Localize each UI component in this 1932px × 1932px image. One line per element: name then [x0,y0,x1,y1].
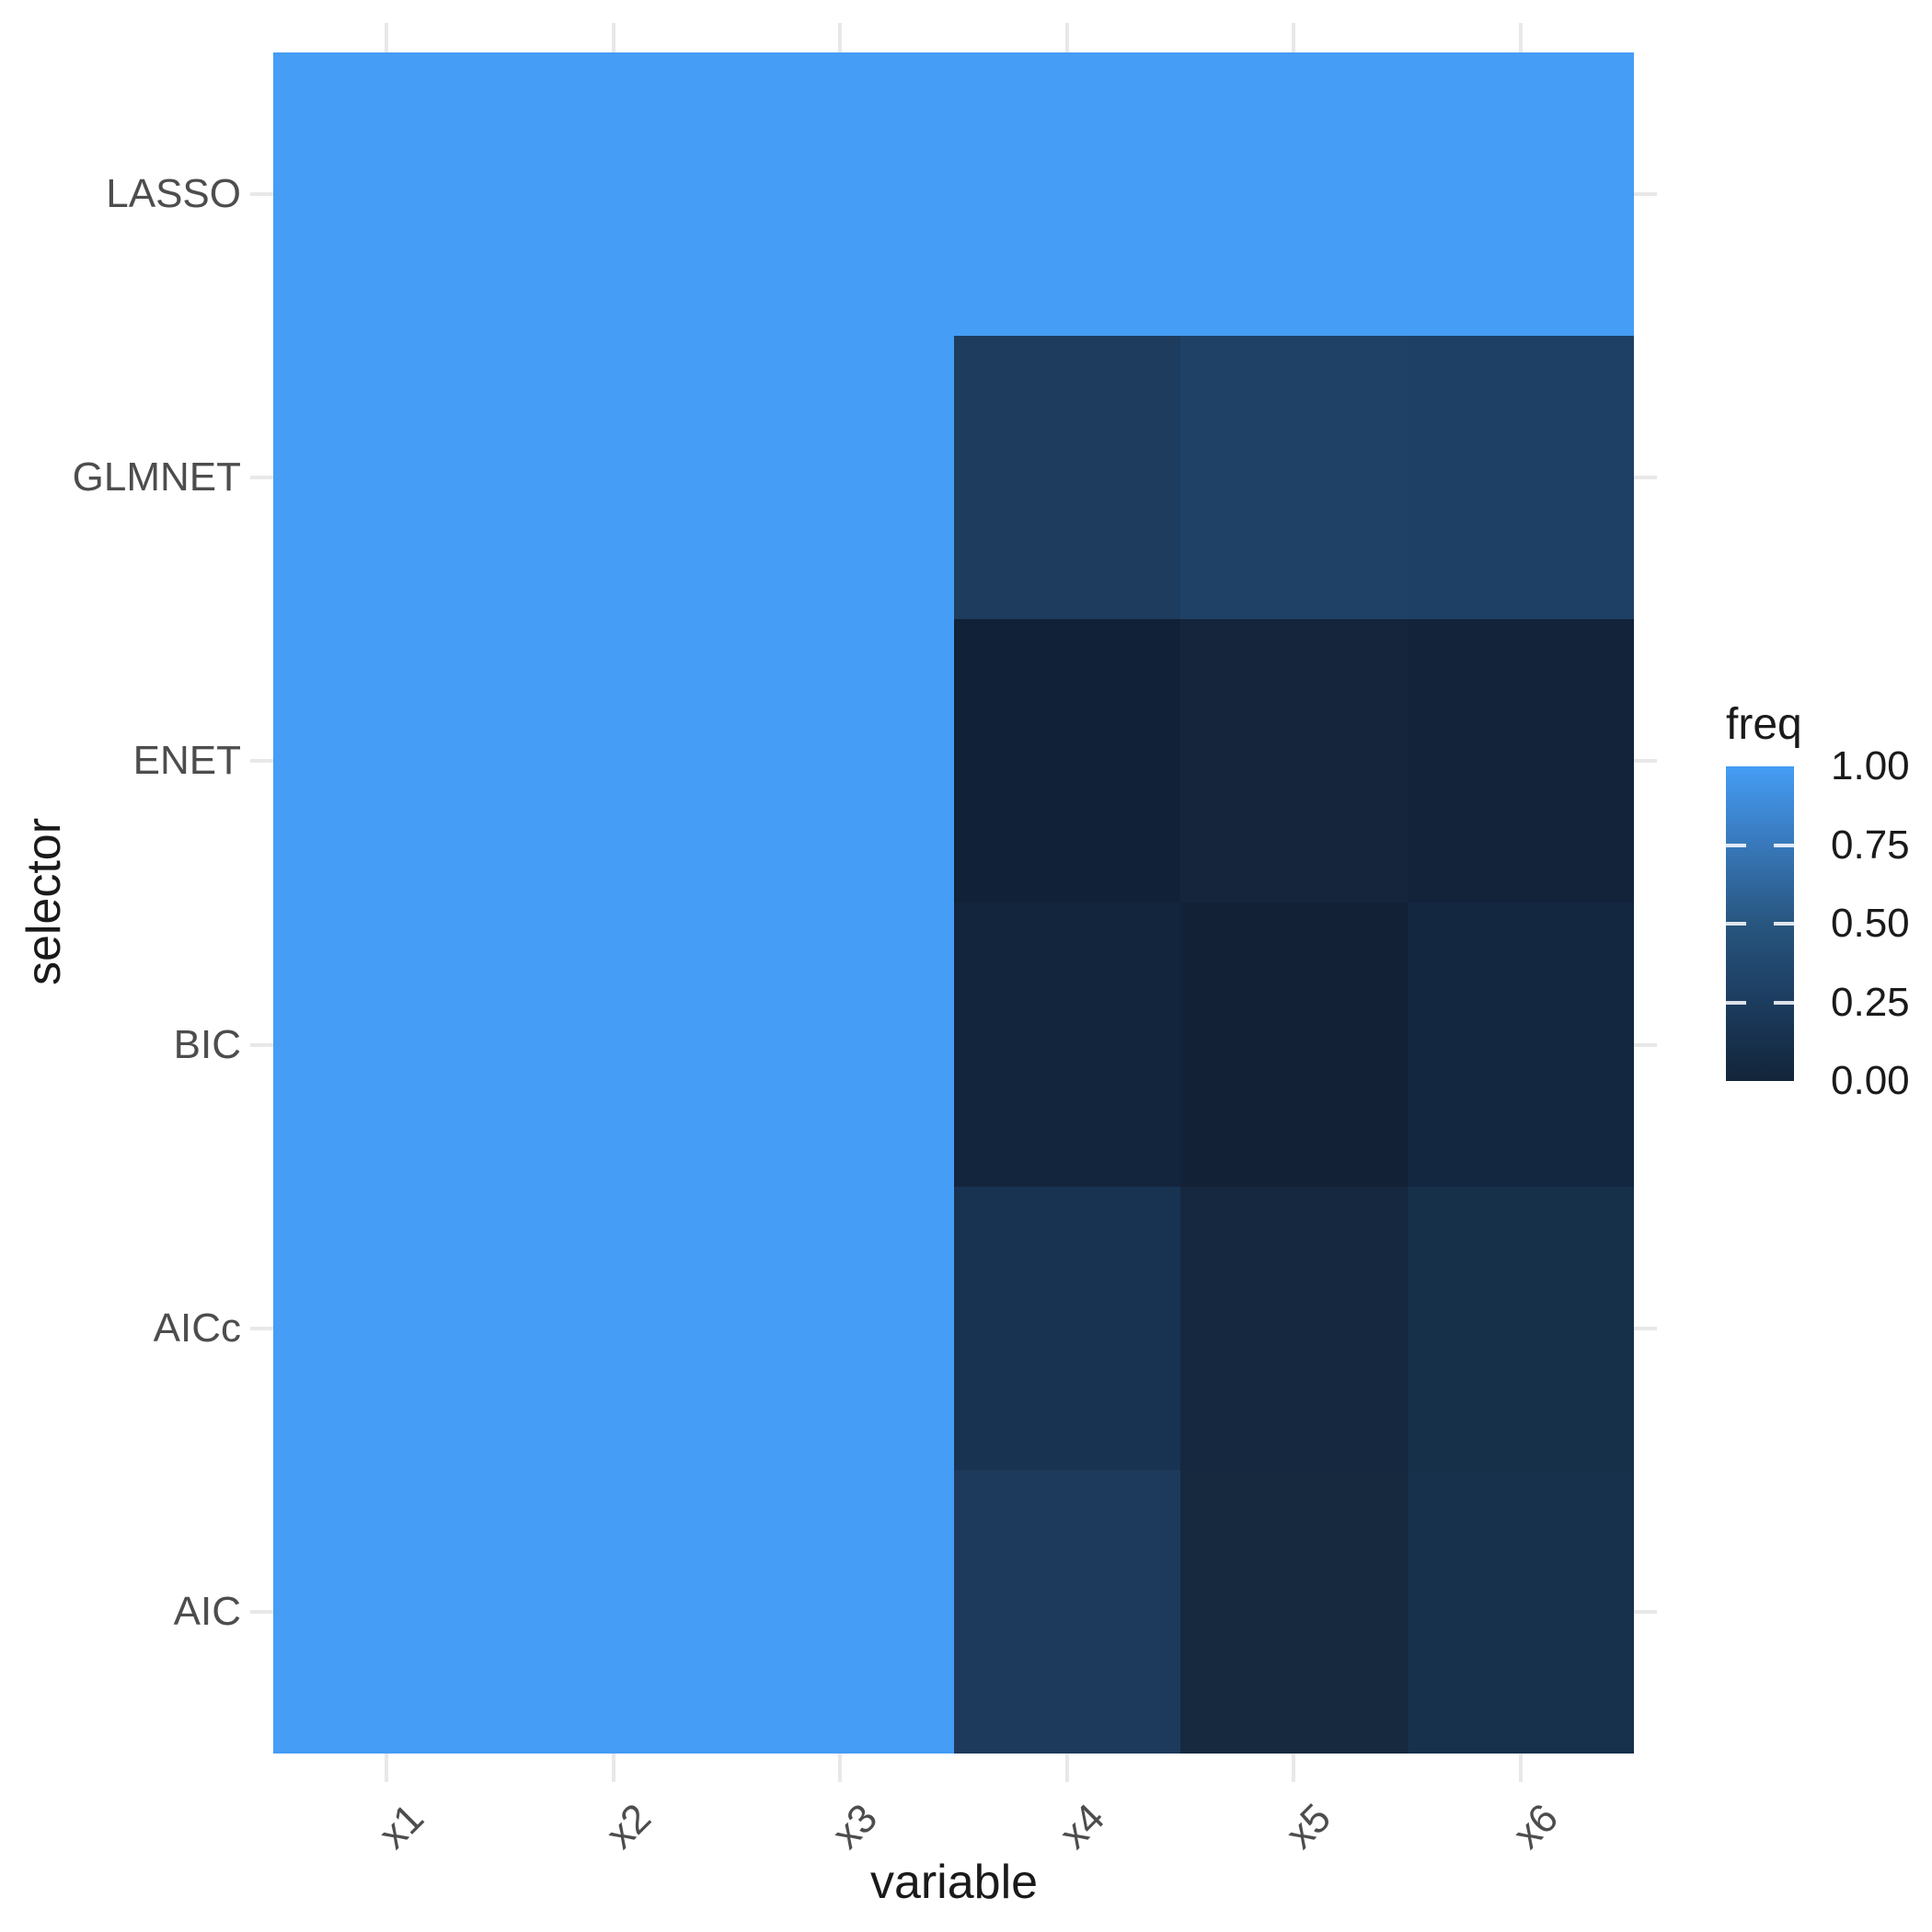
x-tick-label-x5: x5 [1277,1795,1340,1857]
grid-stub-top-x6 [1518,23,1523,52]
grid-stub-right-AICc [1634,1326,1657,1330]
cell-ENET-x6 [1407,619,1634,903]
cell-GLMNET-x1 [273,336,500,620]
cell-ENET-x1 [273,619,500,903]
cell-AICc-x1 [273,1186,500,1470]
cell-BIC-x3 [727,903,954,1187]
legend-notch-0.50-right [1774,922,1794,926]
cell-BIC-x1 [273,903,500,1187]
cell-AIC-x6 [1407,1469,1634,1754]
cell-AIC-x4 [953,1469,1180,1754]
grid-stub-top-x5 [1292,23,1296,52]
legend-notch-0.25-left [1726,1000,1746,1005]
cell-ENET-x5 [1180,619,1408,903]
cell-GLMNET-x5 [1180,336,1408,620]
grid-stub-left-GLMNET [250,476,273,480]
grid-stub-left-AIC [250,1609,273,1614]
grid-stub-left-BIC [250,1042,273,1047]
grid-stub-right-LASSO [1634,192,1657,197]
y-tick-label-ENET: ENET [132,738,241,784]
cell-AICc-x4 [953,1186,1180,1470]
grid-stub-left-LASSO [250,192,273,197]
grid-stub-right-ENET [1634,759,1657,764]
cell-LASSO-x3 [727,52,954,337]
cell-LASSO-x2 [500,52,727,337]
cell-BIC-x2 [500,903,727,1187]
x-tick-label-x6: x6 [1504,1795,1567,1857]
cell-GLMNET-x2 [500,336,727,620]
x-tick-label-x2: x2 [597,1795,660,1857]
legend-tick-label-0.50: 0.50 [1831,901,1910,946]
x-axis-title: variable [869,1856,1039,1909]
grid-stub-bottom-x4 [1064,1753,1069,1782]
grid-stub-bottom-x1 [385,1753,389,1782]
grid-stub-top-x1 [385,23,389,52]
grid-stub-top-x4 [1064,23,1069,52]
cell-LASSO-x4 [953,52,1180,337]
grid-stub-left-ENET [250,759,273,764]
cell-BIC-x5 [1180,903,1408,1187]
cell-ENET-x4 [953,619,1180,903]
grid-stub-bottom-x2 [611,1753,615,1782]
cell-AICc-x3 [727,1186,954,1470]
grid-stub-right-AIC [1634,1609,1657,1614]
legend-title: freq [1726,700,1802,749]
legend-notch-0.50-left [1726,922,1746,926]
grid-stub-left-AICc [250,1326,273,1330]
legend-tick-label-0.25: 0.25 [1831,979,1910,1025]
x-tick-label-x1: x1 [370,1795,433,1857]
cell-GLMNET-x3 [727,336,954,620]
grid-stub-bottom-x5 [1292,1753,1296,1782]
grid-stub-bottom-x3 [838,1753,843,1782]
legend-tick-label-0.75: 0.75 [1831,822,1910,868]
y-tick-label-BIC: BIC [173,1021,241,1067]
y-tick-label-AIC: AIC [173,1588,241,1634]
cell-AIC-x1 [273,1469,500,1754]
y-tick-label-AICc: AICc [153,1305,241,1351]
plot-panel [250,23,1657,1782]
y-tick-label-LASSO: LASSO [106,171,241,217]
grid-stub-bottom-x6 [1518,1753,1523,1782]
cell-LASSO-x1 [273,52,500,337]
cell-ENET-x2 [500,619,727,903]
legend-tick-label-0.00: 0.00 [1831,1058,1910,1103]
cell-LASSO-x6 [1407,52,1634,337]
cell-LASSO-x5 [1180,52,1408,337]
cell-ENET-x3 [727,619,954,903]
grid-stub-right-GLMNET [1634,476,1657,480]
legend-notch-0.75-right [1774,843,1794,847]
cell-AICc-x2 [500,1186,727,1470]
cell-AIC-x2 [500,1469,727,1754]
heatmap-grid [273,52,1634,1754]
cell-AICc-x6 [1407,1186,1634,1470]
legend-notch-0.25-right [1774,1000,1794,1005]
cell-BIC-x4 [953,903,1180,1187]
grid-stub-right-BIC [1634,1042,1657,1047]
y-tick-label-GLMNET: GLMNET [72,454,241,500]
cell-BIC-x6 [1407,903,1634,1187]
cell-AIC-x5 [1180,1469,1408,1754]
legend-tick-label-1.00: 1.00 [1831,743,1910,788]
legend-notch-0.75-left [1726,843,1746,847]
grid-stub-top-x3 [838,23,843,52]
cell-GLMNET-x6 [1407,336,1634,620]
cell-AIC-x3 [727,1469,954,1754]
cell-GLMNET-x4 [953,336,1180,620]
cell-AICc-x5 [1180,1186,1408,1470]
grid-stub-top-x2 [611,23,615,52]
